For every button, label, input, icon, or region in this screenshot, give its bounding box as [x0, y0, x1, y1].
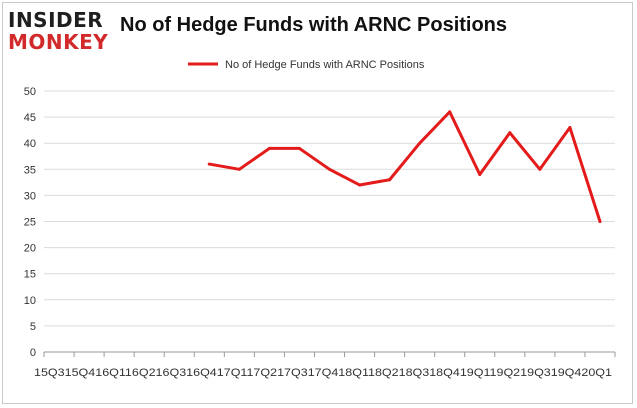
- data-point-19Q4: [568, 126, 572, 130]
- y-tick-label-0: 0: [30, 347, 36, 359]
- insider-monkey-logo: INSIDER MONKEY: [8, 8, 116, 54]
- data-point-19Q1: [478, 173, 482, 177]
- data-point-17Q3: [297, 146, 301, 150]
- y-tick-label-25: 25: [24, 217, 36, 229]
- y-tick-label-5: 5: [30, 321, 36, 333]
- data-point-19Q3: [538, 167, 542, 171]
- y-tick-label-10: 10: [24, 295, 36, 307]
- data-point-18Q2: [388, 178, 392, 182]
- y-tick-label-30: 30: [24, 190, 36, 202]
- gridlines: [44, 90, 615, 353]
- logo-line-2: MONKEY: [8, 30, 109, 54]
- data-point-20Q1: [598, 220, 602, 223]
- y-tick-label-45: 45: [24, 112, 36, 124]
- series-line-0: [207, 110, 602, 223]
- data-point-18Q1: [358, 183, 362, 187]
- x-tick-labels: 15Q315Q416Q116Q216Q316Q417Q117Q217Q317Q4…: [34, 367, 612, 379]
- data-point-17Q2: [267, 146, 271, 150]
- y-tick-label-15: 15: [24, 269, 36, 281]
- y-axis-ticks: 0 5 10 15 20 25 30 35 40 45 50: [24, 86, 36, 359]
- chart-title: No of Hedge Funds with ARNC Positions: [120, 14, 508, 36]
- legend-label: No of Hedge Funds with ARNC Positions: [225, 59, 425, 71]
- data-point-18Q3: [418, 141, 422, 145]
- data-point-17Q1: [237, 167, 241, 171]
- series-group: [207, 110, 602, 223]
- x-axis: 15Q315Q416Q116Q216Q316Q417Q117Q217Q317Q4…: [34, 352, 616, 379]
- data-point-18Q4: [448, 110, 452, 114]
- y-tick-label-40: 40: [24, 138, 36, 150]
- data-point-16Q4: [207, 162, 211, 166]
- chart-frame: [2, 2, 633, 404]
- data-point-19Q2: [508, 131, 512, 135]
- logo-line-1: INSIDER: [8, 8, 104, 32]
- y-tick-label-20: 20: [24, 243, 36, 255]
- y-tick-label-35: 35: [24, 164, 36, 176]
- data-point-17Q4: [328, 167, 331, 171]
- legend: No of Hedge Funds with ARNC Positions: [188, 59, 425, 71]
- y-tick-label-50: 50: [24, 86, 36, 98]
